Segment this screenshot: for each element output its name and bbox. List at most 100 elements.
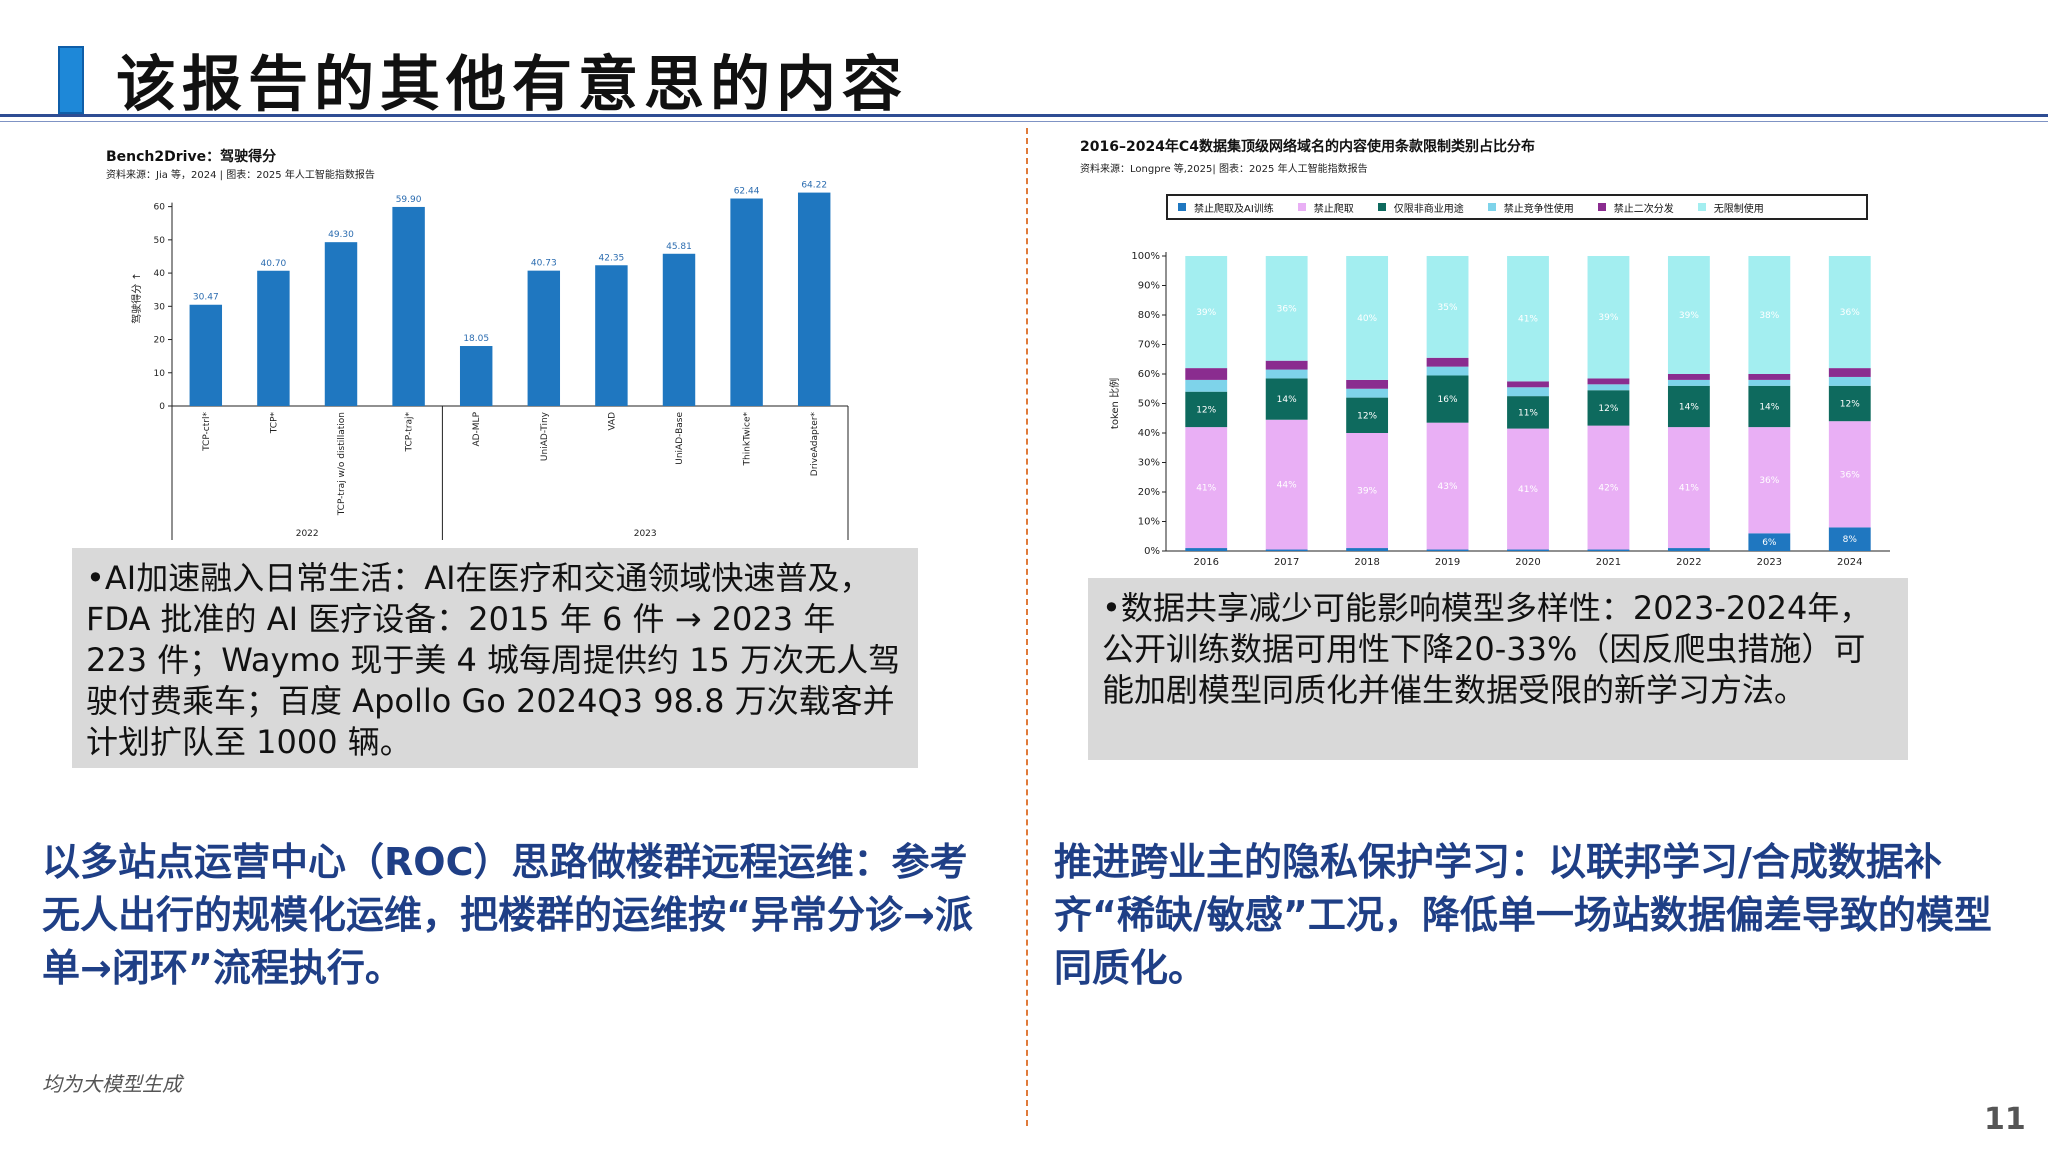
legend-label: 仅限非商业用途 <box>1393 203 1464 215</box>
legend-label: 禁止爬取及AI训练 <box>1194 203 1274 215</box>
segment-value-label: 39% <box>1679 311 1699 321</box>
stack-segment <box>1507 256 1549 382</box>
stack-segment <box>1587 549 1630 551</box>
stack-segment <box>1587 384 1630 391</box>
x-tick-label: 2020 <box>1515 557 1540 568</box>
bar <box>595 265 628 406</box>
legend-item: 禁止竞争性使用 <box>1487 200 1574 215</box>
y-tick-label: 0 <box>159 402 165 412</box>
legend-label: 禁止竞争性使用 <box>1503 203 1574 215</box>
slide-title: 该报告的其他有意思的内容 <box>116 50 908 120</box>
legend-item: 仅限非商业用途 <box>1377 200 1464 215</box>
stack-segment <box>1828 368 1871 377</box>
segment-value-label: 8% <box>1843 535 1858 545</box>
y-tick-label: 60% <box>1138 369 1160 380</box>
legend-swatch <box>1377 203 1386 211</box>
x-tick-label: 2023 <box>1757 557 1782 568</box>
stack-segment <box>1587 256 1630 379</box>
right-chart-source: 资料来源：Longpre 等,2025| 图表：2025 年人工智能指数报告 <box>1080 164 1368 175</box>
stack-segment <box>1748 256 1791 374</box>
stack-segment <box>1426 256 1469 358</box>
x-tick-label: VAD <box>607 412 617 431</box>
stack-segment <box>1185 256 1228 369</box>
stack-segment <box>1265 419 1308 550</box>
stack-segment <box>1265 369 1308 379</box>
stack-segment <box>1346 388 1389 398</box>
legend-swatch <box>1697 203 1706 211</box>
y-axis-label: token 比例 <box>1108 378 1121 429</box>
segment-value-label: 44% <box>1277 481 1297 491</box>
stack-segment <box>1667 427 1710 549</box>
segment-value-label: 39% <box>1598 313 1618 323</box>
right-takeaway: 推进跨业主的隐私保护学习：以联邦学习/合成数据补齐“稀缺/敏感”工况，降低单一场… <box>1054 840 1992 990</box>
bar <box>730 198 763 406</box>
bar <box>459 346 493 406</box>
segment-value-label: 35% <box>1438 303 1458 313</box>
segment-value-label: 16% <box>1438 395 1458 405</box>
column-divider <box>1026 128 1028 1126</box>
stack-segment <box>1828 527 1871 551</box>
legend-label: 禁止爬取 <box>1313 203 1354 215</box>
y-tick-label: 40% <box>1138 428 1160 439</box>
bar-value-label: 45.81 <box>666 242 692 252</box>
stack-segment <box>1265 549 1308 551</box>
stack-segment <box>1748 379 1791 386</box>
stack-segment <box>1507 428 1549 550</box>
stack-segment <box>1507 396 1549 429</box>
bar-value-label: 64.22 <box>801 181 827 191</box>
y-tick-label: 80% <box>1138 310 1160 321</box>
bar-value-label: 40.73 <box>531 259 557 269</box>
y-tick-label: 20 <box>154 336 166 346</box>
x-tick-label: UniAD-Base <box>675 412 685 465</box>
stack-segment <box>1587 390 1630 426</box>
stack-segment <box>1185 427 1228 549</box>
segment-value-label: 36% <box>1759 476 1779 486</box>
page-number: 11 <box>1984 1102 2026 1137</box>
stack-segment <box>1426 422 1469 550</box>
x-tick-label: 2017 <box>1274 557 1299 568</box>
legend-label: 禁止二次分发 <box>1613 203 1674 215</box>
bar-value-label: 62.44 <box>734 187 760 197</box>
legend-item: 无限制使用 <box>1697 200 1764 215</box>
y-tick-label: 30 <box>154 302 166 312</box>
bar <box>662 253 696 406</box>
left-chart-title: Bench2Drive：驾驶得分 <box>106 149 277 165</box>
stack-segment <box>1507 549 1549 551</box>
title-accent-bar <box>58 46 84 114</box>
stack-segment <box>1667 385 1710 428</box>
bar <box>257 270 290 406</box>
stack-segment <box>1748 374 1791 380</box>
x-tick-label: 2022 <box>1676 557 1701 568</box>
stack-segment <box>1507 381 1549 388</box>
bar-value-label: 18.05 <box>463 334 489 344</box>
stack-segment <box>1265 360 1308 370</box>
stack-segment <box>1346 379 1389 389</box>
left-takeaway: 以多站点运营中心（ROC）思路做楼群远程运维：参考无人出行的规模化运维，把楼群的… <box>42 840 973 990</box>
stack-segment <box>1265 256 1308 361</box>
y-tick-label: 40 <box>154 269 166 279</box>
segment-value-label: 36% <box>1840 308 1860 318</box>
legend-item: 禁止爬取 <box>1297 200 1354 215</box>
y-tick-label: 0% <box>1144 546 1160 557</box>
y-tick-label: 30% <box>1138 458 1160 469</box>
y-tick-label: 100% <box>1131 251 1160 262</box>
y-axis-label: 驾驶得分 ↑ <box>130 272 143 324</box>
stack-segment <box>1828 385 1871 422</box>
y-tick-label: 20% <box>1138 487 1160 498</box>
left-chart-source: 资料来源：Jia 等，2024 | 图表：2025 年人工智能指数报告 <box>106 170 375 181</box>
legend-label: 无限制使用 <box>1713 203 1764 215</box>
segment-value-label: 12% <box>1598 404 1618 414</box>
stack-segment <box>1828 376 1871 386</box>
bar <box>392 206 425 406</box>
right-chart-title: 2016–2024年C4数据集顶级网络域名的内容使用条款限制类别占比分布 <box>1080 139 1535 155</box>
segment-value-label: 11% <box>1518 408 1538 418</box>
x-tick-label: 2024 <box>1837 557 1862 568</box>
left-note-box: •AI加速融入日常生活：AI在医疗和交通领域快速普及，FDA 批准的 AI 医疗… <box>72 548 918 768</box>
x-tick-label: 2016 <box>1193 557 1218 568</box>
stack-segment <box>1346 548 1389 551</box>
segment-value-label: 39% <box>1357 487 1377 497</box>
segment-value-label: 12% <box>1196 405 1216 415</box>
segment-value-label: 36% <box>1277 304 1297 314</box>
y-tick-label: 50% <box>1138 399 1160 410</box>
right-chart-legend: 禁止爬取及AI训练 禁止爬取 仅限非商业用途 禁止竞争性使用 禁止二次分发 无限制使用 <box>1166 194 1868 220</box>
